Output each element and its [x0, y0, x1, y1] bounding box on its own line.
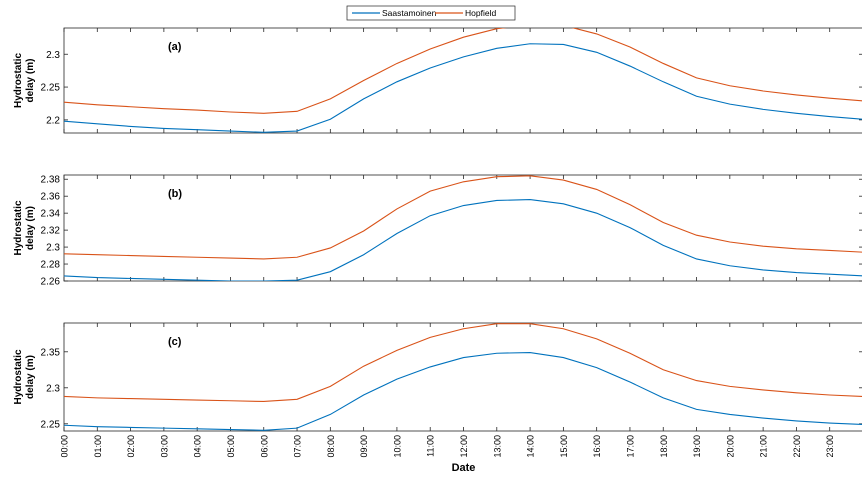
x-tick-label: 15:00 — [559, 435, 569, 458]
x-tick-label: 21:00 — [759, 435, 769, 458]
y-axis-label: Hydrostaticdelay (m) — [13, 349, 36, 404]
x-tick-label: 04:00 — [193, 435, 203, 458]
panel-2: 2.26 2.28 2.3 2.32 2.34 2.36 2.38 Hydrostaticde… — [13, 174, 862, 288]
x-tick-label: 20:00 — [725, 435, 735, 458]
plot-area — [63, 322, 862, 432]
x-tick-label: 11:00 — [426, 435, 436, 457]
x-tick-label: 09:00 — [359, 435, 369, 458]
y-tick-label: 2.32 — [41, 226, 61, 237]
y-tick-label: 2.3 — [46, 383, 60, 394]
y-tick-label: 2.25 — [41, 83, 61, 94]
x-axis-label: Date — [452, 462, 476, 474]
series-line-hopfield — [64, 323, 862, 403]
panel-3: 2.25 2.3 2.35 Hydrostaticdelay (m) (c) — [13, 322, 862, 432]
plot-area — [63, 27, 862, 134]
legend: Saastamoinen Hopfield — [346, 5, 516, 21]
x-tick-label: 03:00 — [159, 435, 169, 458]
y-tick-label: 2.38 — [41, 175, 61, 186]
x-tick-label: 06:00 — [259, 435, 269, 458]
x-tick-label: 19:00 — [692, 435, 702, 458]
y-tick-label: 2.3 — [46, 50, 60, 61]
x-tick-label: 05:00 — [226, 435, 236, 458]
series-line-hopfield — [64, 175, 862, 260]
legend-label: Saastamoinen — [382, 8, 437, 18]
x-tick-label: 13:00 — [492, 435, 502, 458]
y-tick-label: 2.2 — [46, 115, 60, 126]
y-axis-label: Hydrostaticdelay (m) — [13, 200, 36, 255]
x-tick-label: 17:00 — [625, 435, 635, 458]
y-tick-label: 2.26 — [41, 277, 61, 288]
x-axis: 00:00 01:00 02:00 03:00 04:00 05:00 06:00 07:00… — [60, 435, 836, 458]
x-tick-label: 10:00 — [392, 435, 402, 458]
plot-area — [63, 174, 862, 282]
x-tick-label: 22:00 — [792, 435, 802, 458]
y-tick-label: 2.25 — [41, 419, 61, 430]
x-tick-label: 08:00 — [326, 435, 336, 458]
y-tick-label: 2.3 — [46, 243, 60, 254]
x-tick-label: 02:00 — [126, 435, 136, 458]
y-tick-label: 2.36 — [41, 192, 61, 203]
series-line-saastamoinen — [64, 351, 862, 431]
x-tick-label: 16:00 — [592, 435, 602, 458]
legend-box — [346, 5, 516, 21]
y-tick-label: 2.28 — [41, 260, 61, 271]
series-line-saastamoinen — [64, 199, 862, 281]
legend-label: Hopfield — [465, 8, 496, 18]
x-tick-label: 00:00 — [60, 435, 70, 458]
series-line-hopfield — [64, 28, 862, 114]
x-tick-label: 12:00 — [459, 435, 469, 458]
y-tick-label: 2.34 — [41, 209, 61, 220]
panel-label: (a) — [168, 41, 182, 53]
x-tick-label: 01:00 — [93, 435, 103, 458]
series-line-saastamoinen — [64, 43, 862, 133]
x-tick-label: 07:00 — [293, 435, 303, 458]
y-axis-label: Hydrostaticdelay (m) — [13, 53, 36, 108]
panel-label: (b) — [168, 188, 182, 200]
x-tick-label: 23:00 — [825, 435, 835, 458]
panel-label: (c) — [168, 336, 182, 348]
x-tick-label: 18:00 — [659, 435, 669, 458]
y-tick-label: 2.35 — [41, 347, 61, 358]
x-tick-label: 14:00 — [526, 435, 536, 458]
panel-1: 2.2 2.25 2.3 Hydrostaticdelay (m) (a) — [13, 27, 862, 134]
